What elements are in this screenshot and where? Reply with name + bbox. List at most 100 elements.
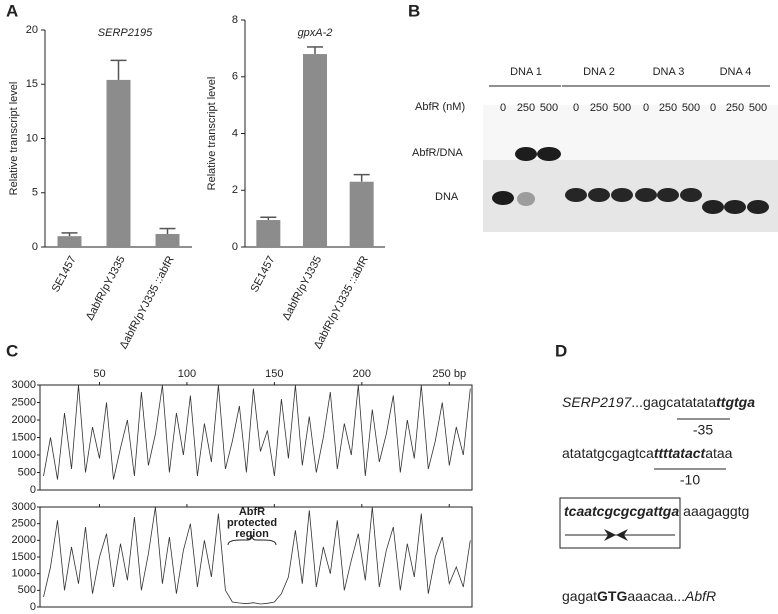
sequence-line: gagatGTGaaacaa...AbfR <box>562 588 716 604</box>
panel-label: B <box>408 1 420 20</box>
plot-frame <box>39 384 473 491</box>
bar <box>349 181 374 247</box>
y-tick-label: 4 <box>232 127 238 139</box>
brace <box>227 534 277 546</box>
gel-band <box>635 188 657 202</box>
lane-label: 250 <box>659 102 677 114</box>
lane-label: 250 <box>726 102 744 114</box>
chart-title: SERP2195 <box>98 27 153 39</box>
annotation: protected <box>227 517 277 529</box>
box-label: -35 <box>693 422 713 438</box>
bar <box>303 54 327 247</box>
y-tick-label: 2 <box>232 184 238 196</box>
group-label: DNA 3 <box>653 66 685 78</box>
bar <box>256 220 281 247</box>
trace <box>43 506 471 605</box>
x-tick-label: 150 <box>265 368 283 380</box>
x-tick-label: SE1457 <box>50 254 79 294</box>
panel-label: A <box>6 1 18 20</box>
concentration-label: AbfR (nM) <box>415 101 465 113</box>
gel-band <box>517 192 535 206</box>
x-tick-label: SE1457 <box>249 254 278 294</box>
gel-band <box>747 200 769 214</box>
chart-title: gpxA-2 <box>298 27 333 39</box>
y-tick-label: 8 <box>232 14 238 26</box>
gel-band <box>565 188 587 202</box>
lane-label: 0 <box>710 102 716 114</box>
x-tick-label: ΔabfR/pYJ335 ::abfR <box>118 254 177 351</box>
y-tick-label: 5 <box>32 187 38 199</box>
lane-label: 0 <box>573 102 579 114</box>
sequence: SERP2197...gagcatatatattgtga -35 atatatg… <box>559 394 755 604</box>
lane-label: 500 <box>749 102 767 114</box>
x-tick-label: 50 <box>93 368 105 380</box>
y-tick-label: 2000 <box>12 534 36 546</box>
lane-label: 500 <box>613 102 631 114</box>
gel-band <box>588 188 610 202</box>
gel-band <box>611 188 633 202</box>
palindrome-box <box>559 497 681 549</box>
sequence-line: tcaatcgcgcgattga aaagaggtg <box>564 503 749 519</box>
trace <box>43 384 471 480</box>
lane-label: 500 <box>540 102 558 114</box>
lane-label: 0 <box>643 102 649 114</box>
y-tick-label: 2500 <box>12 396 36 408</box>
y-axis-label: Relative transcript level <box>206 77 218 191</box>
group-label: DNA 4 <box>720 66 752 78</box>
y-tick-label: 2500 <box>12 518 36 530</box>
gel-band <box>515 147 537 161</box>
y-tick-label: 0 <box>32 241 38 253</box>
bar <box>155 233 180 247</box>
arrowheads <box>604 529 628 541</box>
x-tick-label: 250 bp <box>432 368 466 380</box>
annotation: region <box>235 528 269 540</box>
y-tick-label: 0 <box>30 601 36 613</box>
lane-label: 500 <box>682 102 700 114</box>
lane-label: 250 <box>517 102 535 114</box>
y-tick-label: 1500 <box>12 431 36 443</box>
x-tick-label: 200 <box>353 368 371 380</box>
gel-band <box>724 200 746 214</box>
y-tick-label: 0 <box>232 241 238 253</box>
box-label: -10 <box>680 472 700 488</box>
panel-label: D <box>555 341 567 360</box>
y-tick-label: 1000 <box>12 449 36 461</box>
x-tick-label: 100 <box>178 368 196 380</box>
y-tick-label: 1000 <box>12 568 36 580</box>
annotation: AbfR <box>239 506 265 518</box>
y-tick-label: 1500 <box>12 551 36 563</box>
x-tick-label: ΔabfR/pYJ335 <box>84 254 128 322</box>
band-label: DNA <box>435 191 459 203</box>
gel-band <box>702 200 724 214</box>
y-tick-label: 0 <box>30 484 36 496</box>
y-tick-label: 2000 <box>12 414 36 426</box>
bar <box>106 79 131 247</box>
group-label: DNA 1 <box>510 66 542 78</box>
bar <box>57 236 82 247</box>
y-tick-label: 6 <box>232 71 238 83</box>
y-tick-label: 20 <box>26 24 38 36</box>
x-tick-label: ΔabfR/pYJ335 <box>280 254 324 322</box>
gel-band <box>537 147 561 161</box>
lane-label: 0 <box>500 102 506 114</box>
y-axis-label: Relative transcript level <box>8 82 20 196</box>
y-tick-label: 3000 <box>12 501 36 513</box>
gel-band <box>492 191 514 205</box>
panel-label: C <box>6 341 18 360</box>
y-tick-label: 3000 <box>12 379 36 391</box>
y-tick-label: 10 <box>26 132 38 144</box>
y-tick-label: 15 <box>26 78 38 90</box>
gel-band <box>657 188 679 202</box>
group-label: DNA 2 <box>583 66 615 78</box>
sequence-line: atatatgcgagtcattttatactataa <box>562 445 733 461</box>
y-tick-label: 500 <box>18 584 36 596</box>
gel-band <box>680 188 702 202</box>
y-tick-label: 500 <box>18 466 36 478</box>
x-tick-label: ΔabfR/pYJ335 ::abfR <box>312 254 371 351</box>
gel <box>483 105 778 232</box>
band-label: AbfR/DNA <box>412 147 463 159</box>
lane-label: 250 <box>590 102 608 114</box>
sequence-line: SERP2197...gagcatatatattgtga <box>562 394 755 410</box>
